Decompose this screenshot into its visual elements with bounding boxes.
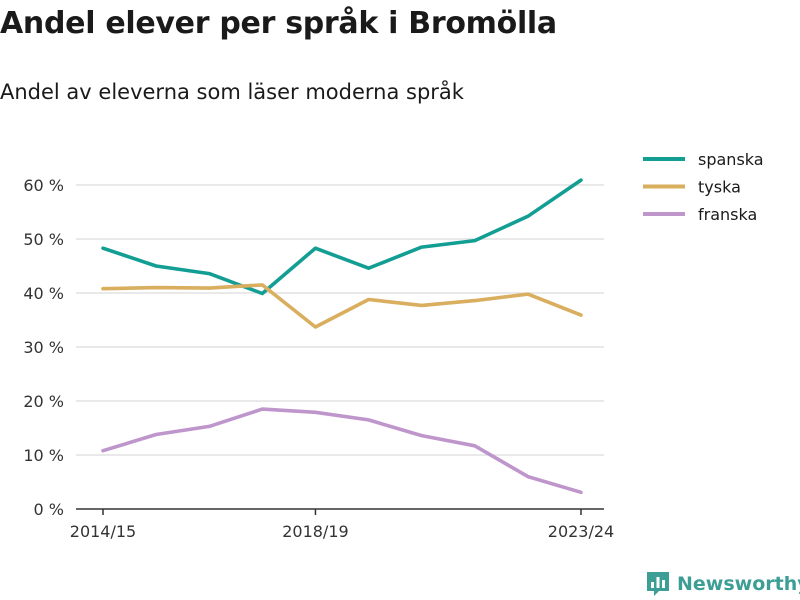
x-tick-label: 2018/19 bbox=[282, 522, 348, 541]
brand-name: Newsworthy bbox=[677, 573, 800, 595]
legend-label-spanska: spanska bbox=[698, 150, 764, 169]
y-tick-label: 40 % bbox=[23, 284, 64, 303]
series-line-spanska bbox=[101, 178, 583, 296]
axes: 0 % 10 % 20 % 30 % 40 % 50 % 60 % 2014/15 2018/1… bbox=[23, 176, 614, 541]
y-tick-label: 60 % bbox=[23, 176, 64, 195]
series-lines bbox=[101, 178, 583, 495]
legend-label-tyska: tyska bbox=[698, 178, 741, 197]
x-tick-label: 2023/24 bbox=[548, 522, 614, 541]
series-line-franska bbox=[101, 407, 583, 495]
chart-subtitle: Andel av eleverna som läser moderna språ… bbox=[0, 80, 464, 104]
y-tick-label: 30 % bbox=[23, 338, 64, 357]
chart-title: Andel elever per språk i Bromölla bbox=[0, 6, 557, 41]
y-tick-label: 0 % bbox=[34, 500, 64, 519]
y-tick-label: 20 % bbox=[23, 392, 64, 411]
legend: spanska tyska franska bbox=[643, 150, 764, 224]
legend-label-franska: franska bbox=[698, 205, 757, 224]
newsworthy-icon bbox=[647, 572, 669, 596]
series-line-tyska bbox=[101, 283, 583, 329]
newsworthy-logo: Newsworthy bbox=[645, 570, 800, 598]
x-tick-label: 2014/15 bbox=[70, 522, 136, 541]
y-tick-label: 10 % bbox=[23, 446, 64, 465]
grid bbox=[76, 184, 604, 456]
y-tick-label: 50 % bbox=[23, 230, 64, 249]
